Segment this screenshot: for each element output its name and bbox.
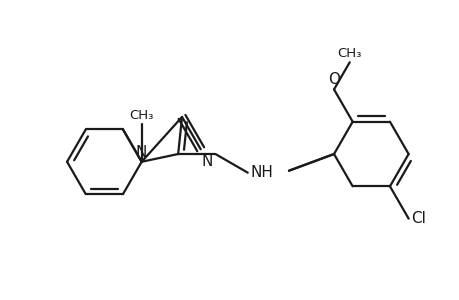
- Text: CH₃: CH₃: [337, 47, 361, 60]
- Text: N: N: [136, 145, 147, 160]
- Text: CH₃: CH₃: [129, 109, 153, 122]
- Text: N: N: [202, 154, 213, 169]
- Text: Cl: Cl: [411, 211, 425, 226]
- Text: O: O: [327, 73, 339, 88]
- Text: NH: NH: [250, 165, 273, 180]
